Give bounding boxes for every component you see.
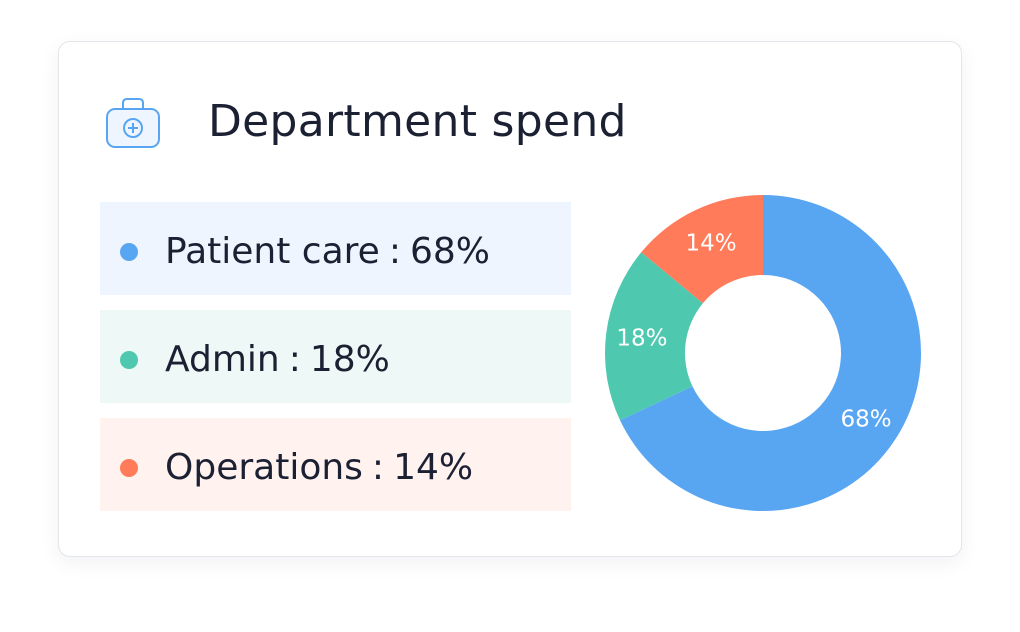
legend-item-patient-care: Patient care:68% [100, 202, 571, 295]
slice-label: 68% [840, 406, 891, 432]
slice-patient-care [620, 195, 921, 511]
legend-item-operations: Operations:14% [100, 418, 571, 511]
legend-text: Admin:18% [165, 339, 390, 380]
donut-chart: 68% 18% 14% [605, 195, 921, 511]
legend-text: Operations:14% [165, 447, 474, 488]
slice-admin [605, 252, 703, 421]
legend-dot [120, 459, 138, 477]
slice-label: 18% [616, 326, 667, 352]
slice-label: 14% [685, 231, 736, 257]
card-title: Department spend [208, 96, 627, 147]
legend-dot [120, 351, 138, 369]
legend-text: Patient care:68% [165, 231, 490, 272]
medical-kit-icon [106, 98, 160, 148]
legend-dot [120, 243, 138, 261]
legend-item-admin: Admin:18% [100, 310, 571, 403]
slice-operations [641, 195, 763, 304]
